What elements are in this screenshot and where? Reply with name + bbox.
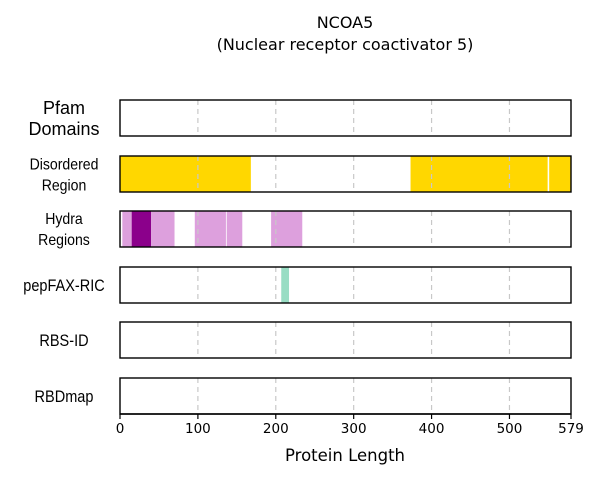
- track-label-line: pepFAX-RIC: [23, 277, 104, 295]
- track-label-line: RBDmap: [35, 388, 94, 406]
- track-label: pepFAX-RIC: [23, 277, 104, 295]
- track-row: Pfam Domains: [28, 98, 572, 139]
- chart-subtitle: (Nuclear receptor coactivator 5): [217, 35, 474, 54]
- track-border: [119, 266, 572, 304]
- track-row: Hydra Regions: [38, 210, 572, 250]
- track-segment: [549, 156, 571, 192]
- x-tick-label: 579: [558, 421, 584, 437]
- track-row: pepFAX-RIC: [23, 266, 572, 304]
- x-axis-label: Protein Length: [285, 446, 405, 465]
- track-label-line: Pfam: [43, 98, 85, 118]
- track-label: RBS-ID: [39, 332, 88, 350]
- track-label-line: Hydra: [45, 210, 83, 228]
- track-segment: [281, 267, 290, 303]
- track-label-line: Regions: [38, 231, 90, 249]
- track-border: [119, 377, 572, 415]
- x-tick-label: 400: [419, 421, 445, 437]
- x-tick-label: 0: [116, 421, 125, 437]
- x-axis: 0 100 200 300 400 500 579: [116, 413, 584, 437]
- track-label: Pfam Domains: [28, 98, 99, 139]
- x-tick-label: 100: [185, 421, 211, 437]
- track-segment: [120, 156, 251, 192]
- track-label-line: Domains: [28, 119, 99, 139]
- x-tick-label: 200: [263, 421, 289, 437]
- track-border: [119, 321, 572, 359]
- track-label: Disordered Region: [30, 155, 99, 194]
- track-segment: [226, 211, 243, 247]
- track-label-line: RBS-ID: [39, 332, 88, 350]
- track-label: Hydra Regions: [38, 210, 90, 249]
- track-border: [119, 210, 572, 248]
- chart-title: NCOA5: [317, 13, 374, 32]
- track-row: RBDmap: [35, 377, 572, 415]
- track-segment: [122, 211, 132, 247]
- track-label-line: Region: [42, 176, 87, 194]
- track-segment: [131, 211, 152, 247]
- track-row: Disordered Region: [30, 155, 572, 195]
- track-label-line: Disordered: [30, 155, 99, 173]
- tracks: Pfam Domains Disordered Region Hydra Regions p…: [23, 98, 572, 415]
- track-border: [119, 155, 572, 193]
- track-border: [119, 99, 572, 137]
- track-segment: [410, 156, 548, 192]
- track-segment: [194, 211, 226, 247]
- x-tick-label: 300: [341, 421, 367, 437]
- track-row: RBS-ID: [39, 321, 572, 359]
- track-label: RBDmap: [35, 388, 94, 406]
- x-tick-label: 500: [497, 421, 523, 437]
- track-segment: [151, 211, 175, 247]
